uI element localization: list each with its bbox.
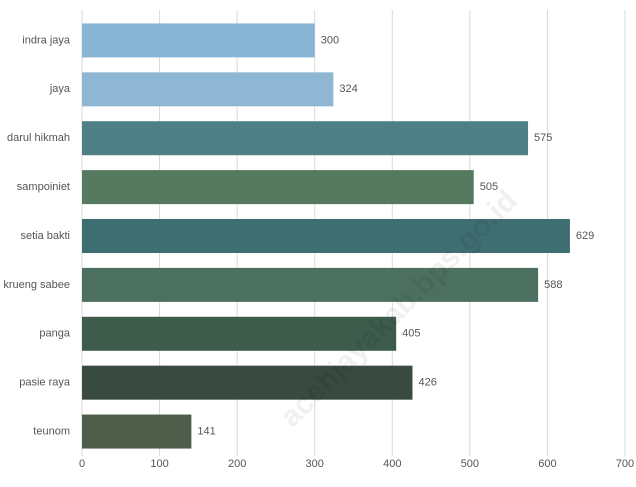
y-tick-label: jaya <box>49 83 71 95</box>
x-tick-label: 300 <box>306 458 324 470</box>
value-label: 324 <box>339 83 357 95</box>
x-tick-label: 100 <box>150 458 168 470</box>
y-tick-label: panga <box>39 328 70 340</box>
y-tick-label: krueng sabee <box>3 279 70 291</box>
x-tick-label: 200 <box>228 458 246 470</box>
value-label: 575 <box>534 132 552 144</box>
x-tick-label: 500 <box>461 458 479 470</box>
value-label: 505 <box>480 181 498 193</box>
x-tick-label: 0 <box>79 458 85 470</box>
bar <box>82 365 413 400</box>
bar <box>82 72 334 107</box>
bar <box>82 170 474 205</box>
value-label: 588 <box>544 279 562 291</box>
y-tick-label: setia bakti <box>20 230 70 242</box>
value-label: 300 <box>321 34 339 46</box>
y-tick-label: darul hikmah <box>7 132 70 144</box>
value-label: 426 <box>418 377 436 389</box>
x-tick-label: 700 <box>616 458 634 470</box>
bar <box>82 316 397 351</box>
bar <box>82 23 315 58</box>
y-tick-label: indra jaya <box>22 34 71 46</box>
bar <box>82 267 539 302</box>
bar <box>82 121 529 156</box>
x-tick-label: 400 <box>383 458 401 470</box>
x-tick-label: 600 <box>538 458 556 470</box>
y-tick-label: teunom <box>33 425 70 437</box>
y-tick-label: sampoiniet <box>17 181 70 193</box>
value-label: 141 <box>197 425 215 437</box>
bar <box>82 414 192 449</box>
value-label: 629 <box>576 230 594 242</box>
bar <box>82 219 570 253</box>
value-label: 405 <box>402 328 420 340</box>
y-tick-label: pasie raya <box>19 377 71 389</box>
